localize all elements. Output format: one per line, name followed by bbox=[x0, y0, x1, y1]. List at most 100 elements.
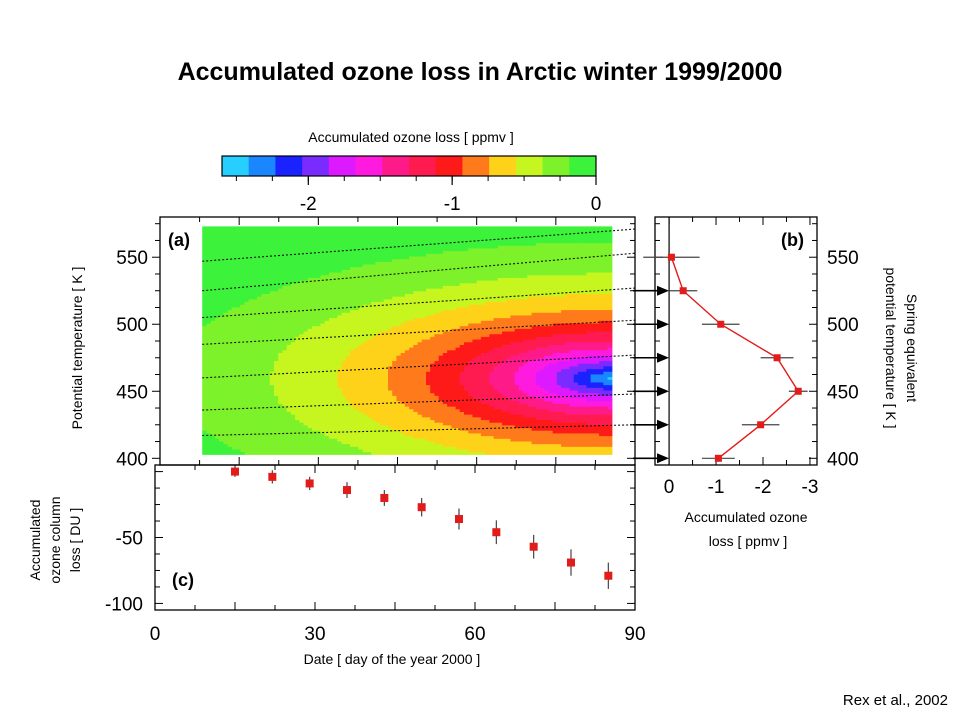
heatmap-cell bbox=[333, 451, 338, 455]
heatmap-cell bbox=[404, 247, 410, 252]
heatmap-cell bbox=[337, 271, 343, 276]
heatmap-cell bbox=[252, 322, 258, 327]
heatmap-cell bbox=[240, 389, 246, 394]
heatmap-cell bbox=[350, 376, 355, 380]
heatmap-cell bbox=[236, 355, 241, 359]
heatmap-cell bbox=[202, 285, 208, 289]
heatmap-cell bbox=[244, 384, 250, 388]
heatmap-cell bbox=[307, 231, 313, 236]
heatmap-cell bbox=[430, 314, 436, 319]
heatmap-cell bbox=[333, 282, 338, 286]
heatmap-cell bbox=[413, 226, 419, 230]
heatmap-cell bbox=[350, 261, 355, 265]
heatmap-cell bbox=[278, 261, 284, 265]
heatmap-cell bbox=[345, 408, 351, 412]
heatmap-cell bbox=[240, 451, 246, 455]
heatmap-cell bbox=[269, 451, 275, 455]
heatmap-cell bbox=[252, 290, 258, 295]
heatmap-cell bbox=[442, 416, 448, 421]
heatmap-cell bbox=[265, 438, 271, 442]
heatmap-cell bbox=[354, 438, 360, 442]
heatmap-cell bbox=[354, 357, 360, 362]
heatmap-cell bbox=[236, 371, 241, 375]
heatmap-cell bbox=[307, 355, 313, 359]
heatmap-cell bbox=[438, 416, 444, 421]
heatmap-cell bbox=[231, 336, 237, 340]
heatmap-cell bbox=[383, 381, 389, 386]
heatmap-cell bbox=[231, 400, 237, 404]
heatmap-cell bbox=[248, 430, 254, 434]
heatmap-cell bbox=[248, 451, 254, 455]
heatmap-cell bbox=[286, 255, 292, 260]
heatmap-cell bbox=[269, 298, 275, 303]
heatmap-cell bbox=[210, 446, 216, 450]
heatmap-cell bbox=[257, 247, 262, 252]
heatmap-cell bbox=[269, 371, 275, 375]
heatmap-cell bbox=[333, 261, 338, 265]
heatmap-cell bbox=[210, 338, 216, 343]
heatmap-cell bbox=[261, 344, 267, 348]
heatmap-cell bbox=[299, 365, 305, 370]
heatmap-cell bbox=[396, 277, 402, 281]
heatmap-cell bbox=[371, 365, 376, 370]
heatmap-cell bbox=[341, 288, 347, 292]
heatmap-cell bbox=[358, 357, 364, 362]
heatmap-cell bbox=[388, 376, 393, 380]
heatmap-cell bbox=[442, 333, 448, 337]
heatmap-cell bbox=[350, 419, 355, 423]
heatmap-cell bbox=[290, 293, 296, 297]
heatmap-cell bbox=[269, 395, 275, 399]
heatmap-cell bbox=[223, 406, 229, 410]
heatmap-cell bbox=[274, 347, 279, 351]
heatmap-cell bbox=[362, 360, 368, 364]
heatmap-cell bbox=[295, 365, 300, 370]
heatmap-cell bbox=[312, 293, 317, 297]
heatmap-cell bbox=[290, 258, 296, 262]
heatmap-cell bbox=[274, 344, 279, 348]
heatmap-cell bbox=[324, 296, 330, 300]
heatmap-cell bbox=[417, 253, 423, 257]
heatmap-cell bbox=[214, 443, 220, 447]
heatmap-cell bbox=[396, 368, 402, 372]
heatmap-cell bbox=[383, 328, 389, 332]
heatmap-cell bbox=[396, 231, 402, 236]
heatmap-cell bbox=[286, 314, 292, 319]
heatmap-cell bbox=[337, 247, 343, 252]
heatmap-cell bbox=[248, 336, 254, 340]
heatmap-cell bbox=[278, 231, 284, 236]
heatmap-cell bbox=[413, 271, 419, 276]
heatmap-cell bbox=[252, 309, 258, 313]
heatmap-cell bbox=[358, 229, 364, 233]
heatmap-cell bbox=[383, 239, 389, 244]
heatmap-cell bbox=[345, 333, 351, 337]
heatmap-cell bbox=[392, 322, 398, 327]
heatmap-cell bbox=[257, 451, 262, 455]
heatmap-cell bbox=[236, 277, 241, 281]
heatmap-cell bbox=[307, 438, 313, 442]
heatmap-cell bbox=[219, 328, 224, 332]
heatmap-cell bbox=[371, 290, 376, 295]
heatmap-cell bbox=[371, 430, 376, 434]
heatmap-cell bbox=[383, 392, 389, 396]
heatmap-cell bbox=[290, 360, 296, 364]
heatmap-cell bbox=[252, 448, 258, 453]
heatmap-cell bbox=[261, 347, 267, 351]
heatmap-cell bbox=[223, 341, 229, 345]
heatmap-cell bbox=[345, 373, 351, 378]
heatmap-cell bbox=[426, 263, 431, 268]
heatmap-cell bbox=[320, 347, 326, 351]
heatmap-cell bbox=[299, 226, 305, 230]
heatmap-cell bbox=[392, 237, 398, 241]
heatmap-cell bbox=[362, 288, 368, 292]
heatmap-cell bbox=[362, 296, 368, 300]
heatmap-cell bbox=[227, 448, 233, 453]
heatmap-cell bbox=[396, 411, 402, 415]
heatmap-cell bbox=[257, 269, 262, 273]
heatmap-cell bbox=[400, 387, 406, 391]
heatmap-cell bbox=[447, 381, 452, 386]
heatmap-cell bbox=[333, 368, 338, 372]
heatmap-cell bbox=[438, 261, 444, 265]
heatmap-cell bbox=[388, 430, 393, 434]
heatmap-cell bbox=[303, 250, 309, 254]
heatmap-cell bbox=[371, 440, 376, 445]
